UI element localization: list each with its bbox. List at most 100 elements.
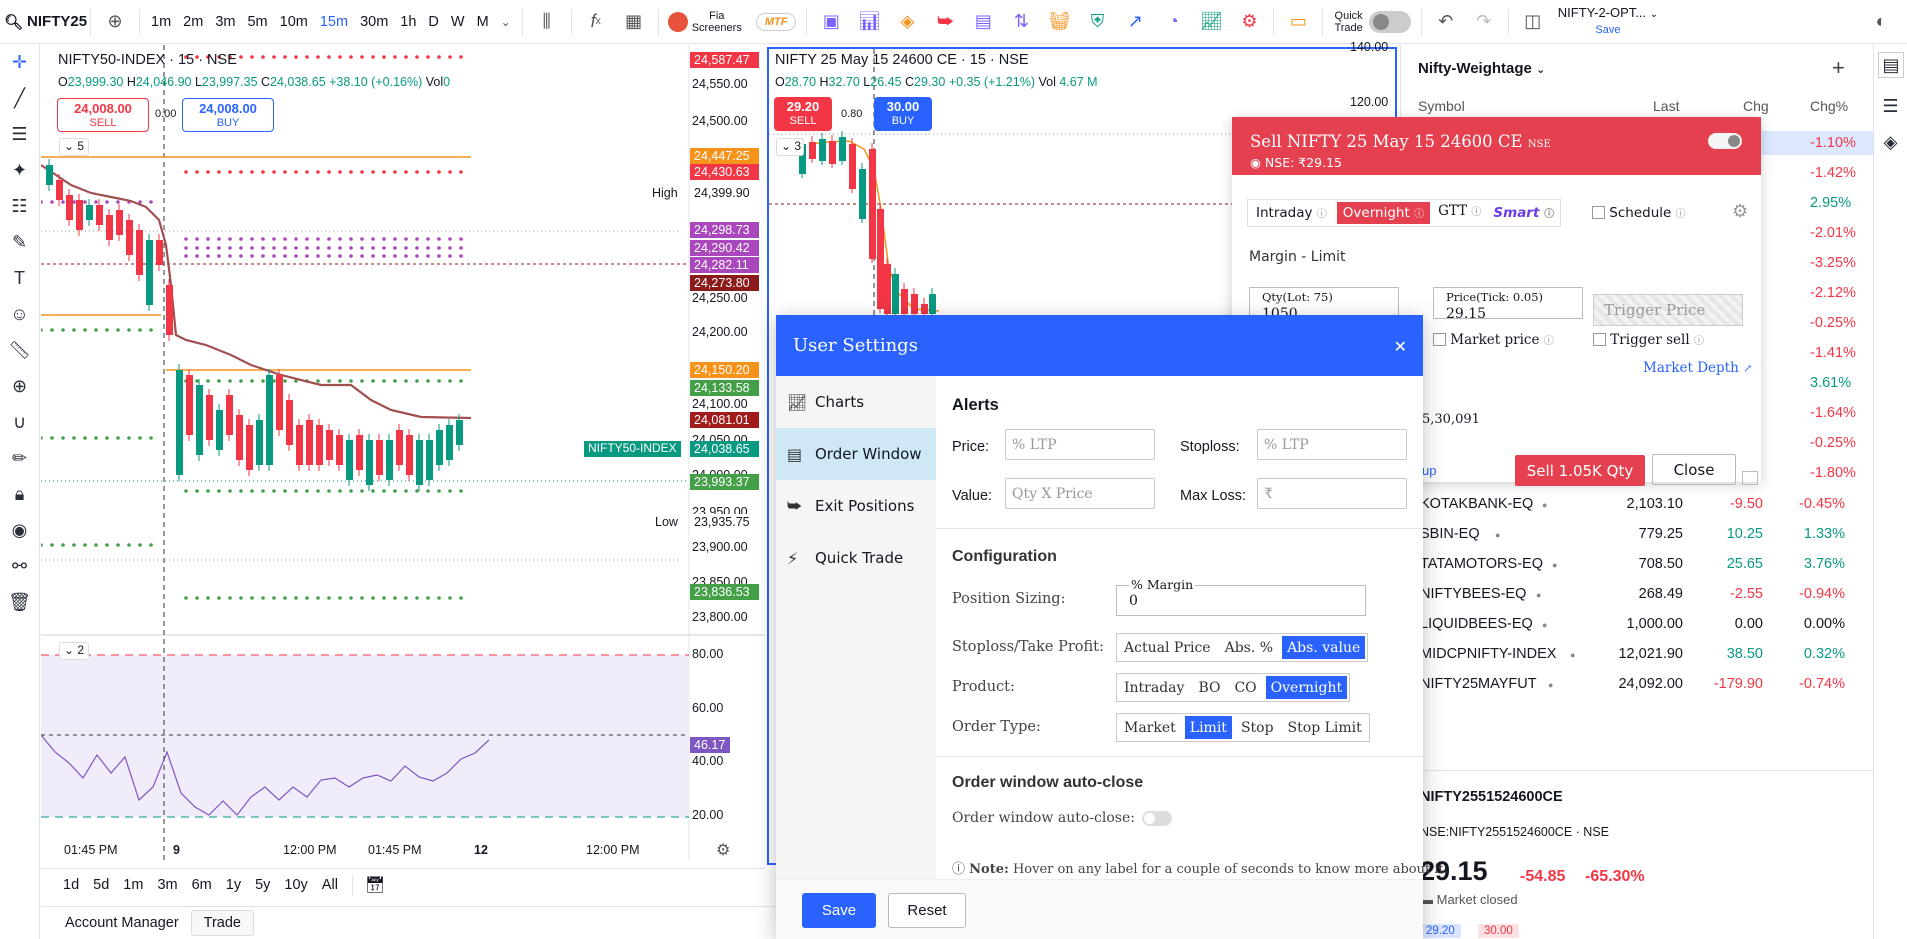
order-type-stop-limit[interactable]: Stop Limit <box>1287 719 1362 736</box>
menu-order-window[interactable]: ▤ Order Window <box>776 428 936 480</box>
interval-3m[interactable]: 3m <box>215 13 236 30</box>
order-type-market[interactable]: Market <box>1124 719 1176 736</box>
interval-1h[interactable]: 1h <box>400 13 417 30</box>
text-icon[interactable]: T <box>14 267 25 288</box>
watchlist-row[interactable]: SBIN-EQ ● 779.25 10.25 1.33% <box>1420 519 1873 549</box>
brush-icon[interactable]: ✎ <box>11 231 28 252</box>
margin-details-link[interactable]: up <box>1422 463 1437 478</box>
tab-overnight[interactable]: Overnight ⓘ <box>1336 202 1431 224</box>
watchlist-row[interactable]: NIFTY25MAYFUT ● 24,092.00 -179.90 -0.74% <box>1420 669 1873 699</box>
buy-button-left[interactable]: 24,008.00 BUY <box>182 98 274 132</box>
range-10y[interactable]: 10y <box>284 876 308 893</box>
menu-charts[interactable]: 📈︎ Charts <box>787 392 865 412</box>
resize-handle-icon[interactable] <box>1742 471 1758 485</box>
sell-submit-button[interactable]: Sell 1.05K Qty <box>1515 455 1645 486</box>
fib-icon[interactable]: ☷ <box>11 195 28 216</box>
trendline-icon[interactable]: ╱ <box>14 87 25 108</box>
interval-2m[interactable]: 2m <box>183 13 204 30</box>
exit-icon[interactable]: ⮩ <box>937 11 954 31</box>
tab-intraday[interactable]: Intraday ⓘ <box>1256 205 1327 221</box>
horizontal-lines-icon[interactable]: ☰ <box>11 123 28 144</box>
alert-value-input[interactable]: Qty X Price <box>1005 478 1155 509</box>
sltp-abs-pct[interactable]: Abs. % <box>1224 639 1274 656</box>
theme-icon[interactable]: ◐ <box>1875 11 1887 31</box>
buy-button-right[interactable]: 30.00 BUY <box>874 97 932 131</box>
alerts-list-icon[interactable]: ☰ <box>1882 95 1899 116</box>
chevron-down-icon[interactable]: ⌄ <box>500 14 511 29</box>
tab-trade[interactable]: Trade <box>190 910 254 936</box>
tab-gtt[interactable]: GTT ⓘ <box>1438 203 1482 219</box>
watchlist-title[interactable]: Nifty-Weightage ⌄ <box>1418 60 1546 77</box>
sell-button-right[interactable]: 29.20 SELL <box>774 97 832 131</box>
menu-quick-trade[interactable]: ⚡︎ Quick Trade <box>787 548 904 568</box>
range-1m[interactable]: 1m <box>123 876 144 893</box>
autoclose-toggle[interactable] <box>1142 811 1172 826</box>
magnet-icon[interactable]: ∪ <box>12 411 27 432</box>
interval-15m[interactable]: 15m <box>319 13 349 30</box>
market-depth-link[interactable]: Market Depth ↗ <box>1643 360 1753 376</box>
settings-cog-icon[interactable]: ⚙ <box>1241 11 1258 31</box>
range-5y[interactable]: 5y <box>255 876 271 893</box>
alert-maxloss-input[interactable]: ₹ <box>1257 478 1407 509</box>
add-symbol-plus-icon[interactable]: + <box>1832 55 1845 80</box>
stay-drawing-icon[interactable]: ✏ <box>11 447 28 468</box>
settings-gear-icon[interactable]: ⚙ <box>716 842 731 859</box>
schedule-checkbox[interactable]: Schedule ⓘ <box>1592 205 1686 221</box>
interval-30m[interactable]: 30m <box>360 13 389 30</box>
watchlist-row[interactable]: MIDCPNIFTY-INDEX ● 12,021.90 38.50 0.32% <box>1420 639 1873 669</box>
tab-smart[interactable]: Smart ⓘ <box>1493 205 1555 221</box>
candles-icon[interactable]: ⫼ <box>542 11 551 31</box>
indicators-collapse-left[interactable]: ⌄ 5 <box>59 138 89 156</box>
range-6m[interactable]: 6m <box>191 876 212 893</box>
indicators-collapse-right[interactable]: ⌄ 3 <box>776 138 804 156</box>
calendar-icon[interactable]: 📅︎ <box>351 874 385 895</box>
product-overnight[interactable]: Overnight <box>1265 676 1348 699</box>
trash-icon[interactable]: 🗑︎ <box>8 591 31 612</box>
chart-bars-icon[interactable]: 📊︎ <box>858 11 881 31</box>
menu-exit-positions[interactable]: ⮩ Exit Positions <box>787 496 915 515</box>
growth-icon[interactable]: 📈︎ <box>1200 11 1223 31</box>
alert-stoploss-input[interactable]: % LTP <box>1257 429 1407 460</box>
widget-1-icon[interactable]: ▣ <box>822 11 840 31</box>
layout-icon[interactable]: ◫ <box>1524 11 1542 31</box>
order-type-limit[interactable]: Limit <box>1184 716 1232 739</box>
shield-icon[interactable]: ⛨ <box>1090 11 1105 31</box>
trigger-price-input[interactable]: Trigger Price <box>1593 294 1743 326</box>
radio-selected-icon[interactable]: ◉ <box>1250 155 1261 170</box>
quick-trade-toggle[interactable]: Quick Trade <box>1334 10 1411 34</box>
tab-account-manager[interactable]: Account Manager <box>65 915 179 931</box>
alert-price-input[interactable]: % LTP <box>1005 429 1155 460</box>
pattern-icon[interactable]: ✦ <box>11 159 28 180</box>
eye-icon[interactable]: ◉ <box>11 519 28 540</box>
link-icon[interactable]: ⚯ <box>11 555 28 576</box>
lock-icon[interactable]: 🔒︎ <box>14 483 25 504</box>
undo-icon[interactable]: ↶ <box>1438 11 1454 31</box>
reset-button[interactable]: Reset <box>888 893 966 928</box>
watchlist-row[interactable]: KOTAKBANK-EQ ● 2,103.10 -9.50 -0.45% <box>1420 489 1873 519</box>
emoji-icon[interactable]: ☺ <box>10 303 29 324</box>
external-link-icon[interactable]: ↗ <box>1127 11 1143 31</box>
product-intraday[interactable]: Intraday <box>1124 679 1185 696</box>
range-1y[interactable]: 1y <box>225 876 242 893</box>
interval-m[interactable]: M <box>476 13 489 30</box>
dashboard-icon[interactable]: ◔ <box>1168 11 1179 31</box>
ticket-icon[interactable]: ▭ <box>1289 11 1307 31</box>
range-5d[interactable]: 5d <box>93 876 110 893</box>
sltp-actual-price[interactable]: Actual Price <box>1124 639 1211 656</box>
interval-d[interactable]: D <box>428 13 439 30</box>
range-3m[interactable]: 3m <box>157 876 178 893</box>
layers-stack-icon[interactable]: ◈ <box>1883 131 1898 152</box>
symbol-search[interactable]: 🔍︎ NIFTY25 <box>0 7 87 37</box>
save-button[interactable]: Save <box>802 893 876 928</box>
chart-pane-left[interactable] <box>41 45 765 860</box>
chart-canvas-left[interactable] <box>41 45 765 860</box>
range-all[interactable]: All <box>321 876 338 893</box>
arrows-icon[interactable]: ⇅ <box>1013 11 1029 31</box>
layers-icon[interactable]: ◈ <box>900 11 915 31</box>
sltp-abs-value[interactable]: Abs. value <box>1282 636 1366 659</box>
crosshair-icon[interactable]: ✛ <box>11 51 28 72</box>
price-input[interactable]: Price(Tick: 0.05) 29.15 <box>1433 287 1583 322</box>
sell-button-left[interactable]: 24,008.00 SELL <box>57 98 149 132</box>
range-1d[interactable]: 1d <box>63 876 80 893</box>
